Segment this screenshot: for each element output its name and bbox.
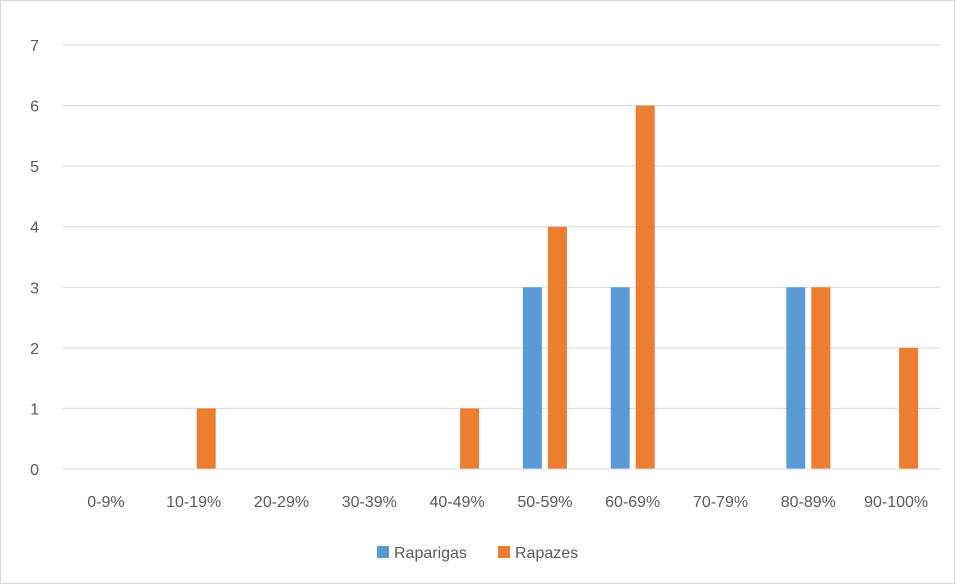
x-tick-label: 60-69% [605, 494, 660, 511]
bar-rapazes-50-59% [547, 226, 567, 469]
bar-rapazes-40-49% [460, 408, 480, 469]
bar-raparigas-50-59% [522, 287, 542, 469]
legend-swatch-rapazes [498, 546, 510, 558]
bars [196, 105, 919, 470]
y-tick-label: 5 [30, 159, 39, 176]
y-tick-label: 6 [30, 99, 39, 116]
y-axis-tick-labels: 0 1 2 3 4 5 6 7 [30, 38, 39, 479]
gridlines [62, 44, 940, 409]
x-tick-label: 0-9% [87, 494, 124, 511]
y-tick-label: 4 [30, 220, 39, 237]
x-tick-label: 10-19% [166, 494, 221, 511]
bar-rapazes-90-100% [899, 347, 919, 469]
legend: Raparigas Rapazes [377, 545, 578, 562]
y-tick-label: 2 [30, 341, 39, 358]
legend-label-rapazes: Rapazes [515, 545, 578, 562]
x-tick-label: 70-79% [693, 494, 748, 511]
bar-rapazes-80-89% [811, 287, 831, 469]
legend-label-raparigas: Raparigas [394, 545, 467, 562]
y-tick-label: 1 [30, 401, 39, 418]
x-tick-label: 40-49% [430, 494, 485, 511]
x-tick-label: 90-100% [864, 494, 928, 511]
bar-raparigas-80-89% [786, 287, 806, 469]
x-tick-label: 50-59% [517, 494, 572, 511]
x-tick-label: 80-89% [781, 494, 836, 511]
x-tick-label: 20-29% [254, 494, 309, 511]
bar-rapazes-10-19% [196, 408, 216, 469]
y-tick-label: 7 [30, 38, 39, 55]
y-tick-label: 3 [30, 280, 39, 297]
x-axis-tick-labels: 0-9% 10-19% 20-29% 30-39% 40-49% 50-59% 60-69%… [87, 494, 928, 511]
bar-raparigas-60-69% [610, 287, 630, 469]
x-tick-label: 30-39% [342, 494, 397, 511]
legend-swatch-raparigas [377, 546, 389, 558]
bar-rapazes-60-69% [635, 105, 655, 470]
y-tick-label: 0 [30, 462, 39, 479]
